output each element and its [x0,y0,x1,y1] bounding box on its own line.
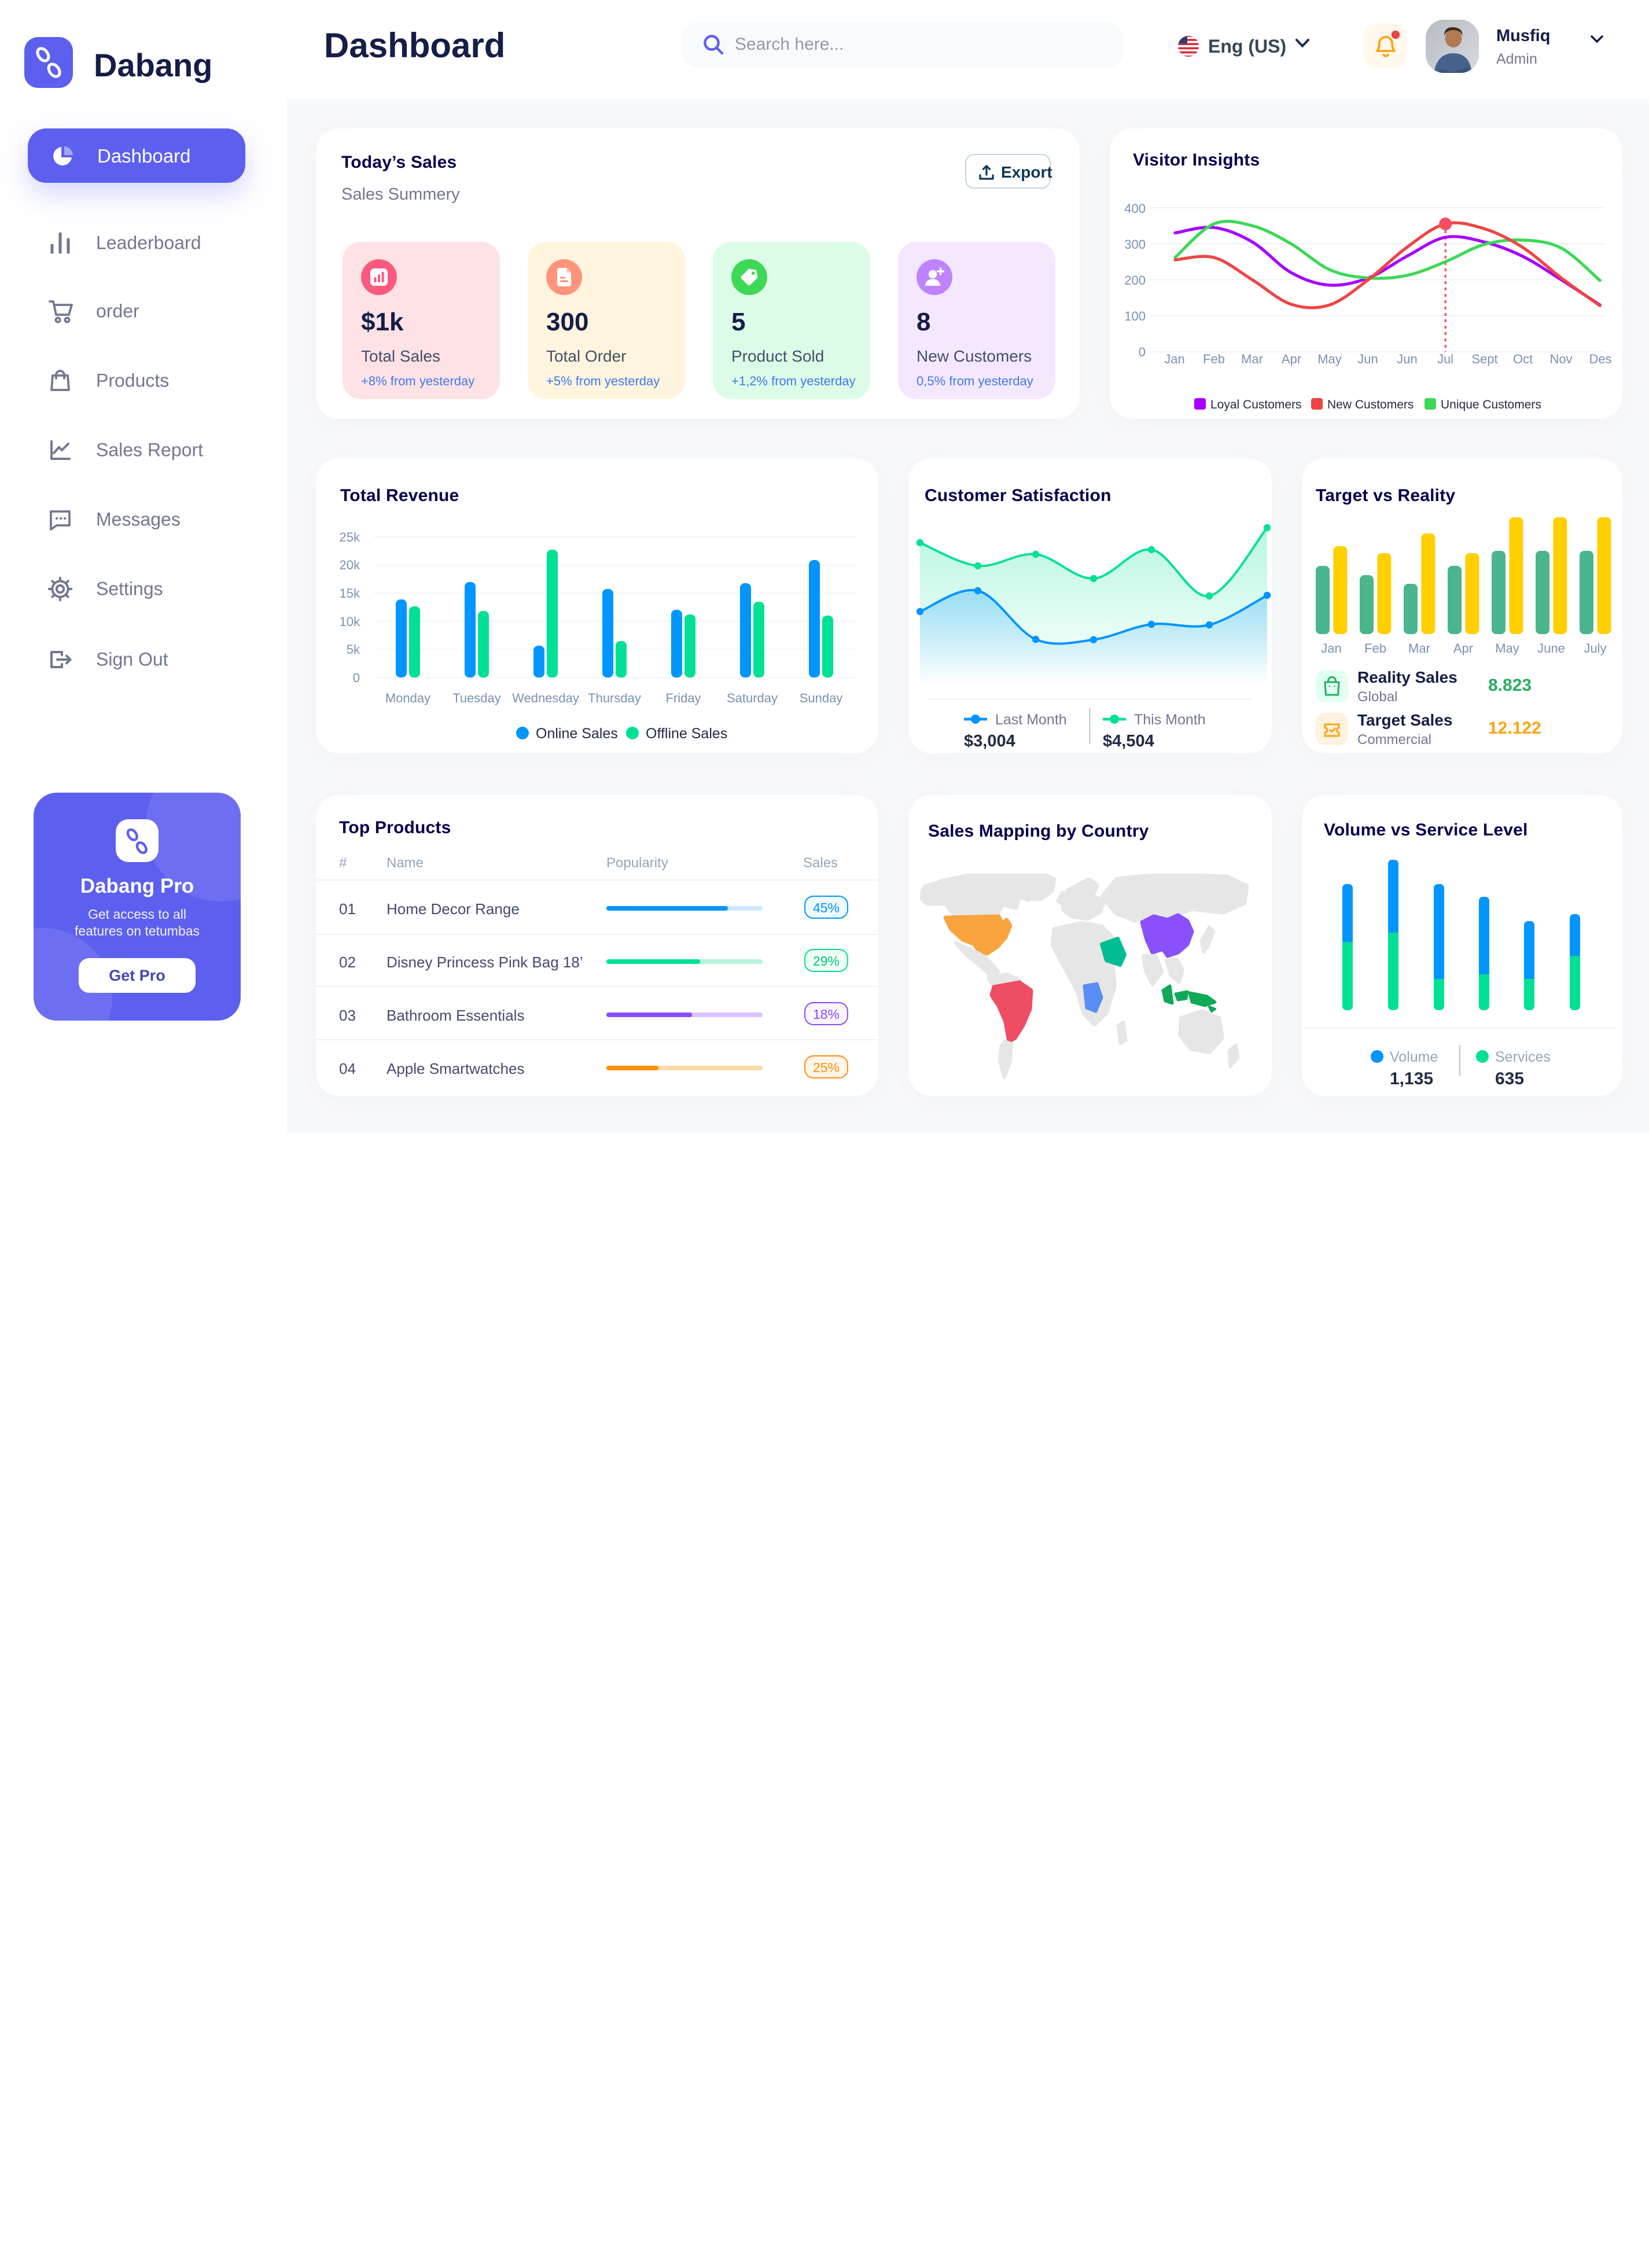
svg-text:Services: Services [1495,1049,1551,1065]
svg-text:Commercial: Commercial [1357,732,1431,748]
svg-text:Jan: Jan [1321,641,1341,656]
svg-text:New Customers: New Customers [1327,398,1414,411]
svg-text:Global: Global [1357,689,1397,705]
svg-text:June: June [1537,641,1565,656]
svg-text:Monday: Monday [385,691,430,705]
svg-text:8.823: 8.823 [1488,676,1532,695]
svg-text:Apr: Apr [1453,641,1473,656]
svg-text:Jan: Jan [1164,352,1184,366]
svg-text:20k: 20k [340,558,360,572]
svg-text:10k: 10k [340,614,360,629]
svg-text:0: 0 [353,671,360,685]
svg-text:Volume: Volume [1390,1049,1438,1065]
svg-text:Thursday: Thursday [588,691,641,705]
svg-text:Jun: Jun [1397,352,1417,366]
svg-text:July: July [1584,641,1606,656]
svg-text:Last Month: Last Month [995,712,1067,728]
svg-text:200: 200 [1124,273,1146,288]
svg-text:$4,504: $4,504 [1103,732,1154,750]
svg-text:5k: 5k [347,642,360,657]
svg-text:May: May [1495,641,1519,656]
svg-text:Feb: Feb [1203,352,1225,366]
svg-text:Mar: Mar [1241,352,1263,366]
svg-text:$3,004: $3,004 [964,732,1015,750]
svg-text:0: 0 [1139,345,1146,359]
svg-text:Sept: Sept [1471,352,1497,366]
svg-text:635: 635 [1495,1069,1524,1088]
svg-text:Offline Sales: Offline Sales [646,726,727,742]
svg-text:100: 100 [1124,309,1146,323]
svg-text:Friday: Friday [665,691,701,705]
svg-text:Reality Sales: Reality Sales [1357,668,1457,686]
svg-text:400: 400 [1124,201,1146,216]
svg-text:Jul: Jul [1437,352,1453,366]
svg-text:300: 300 [1124,237,1146,252]
svg-text:Loyal Customers: Loyal Customers [1210,398,1302,411]
svg-text:Nov: Nov [1549,352,1572,366]
svg-text:Feb: Feb [1364,641,1386,656]
svg-text:Des: Des [1589,352,1611,366]
svg-text:Online Sales: Online Sales [536,726,618,742]
svg-text:15k: 15k [340,586,360,601]
svg-text:Apr: Apr [1282,352,1301,366]
svg-text:This Month: This Month [1134,712,1206,728]
svg-text:1,135: 1,135 [1390,1069,1433,1088]
svg-text:Sunday: Sunday [800,691,843,705]
svg-text:Tuesday: Tuesday [452,691,501,705]
svg-text:Oct: Oct [1513,352,1533,366]
svg-text:Target Sales: Target Sales [1357,711,1452,729]
svg-text:Saturday: Saturday [727,691,778,705]
svg-text:25k: 25k [340,530,360,544]
svg-text:12.122: 12.122 [1488,719,1541,738]
svg-text:May: May [1317,352,1342,366]
svg-text:Wednesday: Wednesday [512,691,579,705]
svg-text:Mar: Mar [1408,641,1430,656]
svg-text:Unique Customers: Unique Customers [1441,398,1541,411]
svg-text:Jun: Jun [1357,352,1378,366]
